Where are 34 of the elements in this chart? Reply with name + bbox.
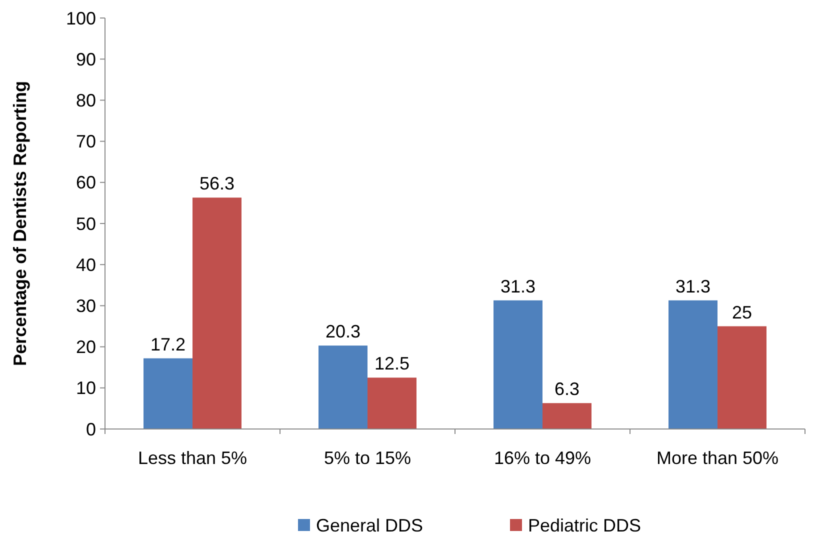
y-tick-label: 10 <box>76 378 96 398</box>
bar <box>144 358 192 429</box>
legend-label: General DDS <box>316 515 424 536</box>
data-label: 12.5 <box>374 354 410 374</box>
data-label: 25 <box>732 302 752 322</box>
data-label: 56.3 <box>199 174 235 194</box>
bar <box>192 198 242 429</box>
y-tick-label: 40 <box>76 254 96 275</box>
y-tick-label: 80 <box>76 90 96 110</box>
bar <box>368 378 416 429</box>
data-label: 20.3 <box>325 322 361 342</box>
bar <box>718 326 766 429</box>
data-label: 31.3 <box>500 276 536 296</box>
x-tick-label: More than 50% <box>656 448 779 468</box>
y-tick-label: 50 <box>76 214 96 234</box>
y-tick-label: 0 <box>86 419 96 440</box>
y-axis-title: Percentage of Dentists Reporting <box>10 80 30 366</box>
bar <box>318 346 368 429</box>
y-tick-label: 20 <box>76 337 96 358</box>
x-tick-label: Less than 5% <box>138 448 248 468</box>
bar <box>494 300 542 429</box>
y-tick-label: 100 <box>66 8 96 28</box>
data-label: 17.2 <box>150 334 186 354</box>
y-tick-label: 70 <box>76 132 96 152</box>
data-label: 31.3 <box>675 276 711 296</box>
legend-label: Pediatric DDS <box>528 515 642 536</box>
bar <box>542 403 592 429</box>
x-tick-label: 16% to 49% <box>494 448 592 468</box>
bar <box>668 300 718 429</box>
y-tick-label: 90 <box>76 49 96 70</box>
y-tick-label: 60 <box>76 172 96 193</box>
x-tick-label: 5% to 15% <box>324 448 412 468</box>
y-tick-label: 30 <box>76 296 96 316</box>
data-label: 6.3 <box>554 379 580 400</box>
